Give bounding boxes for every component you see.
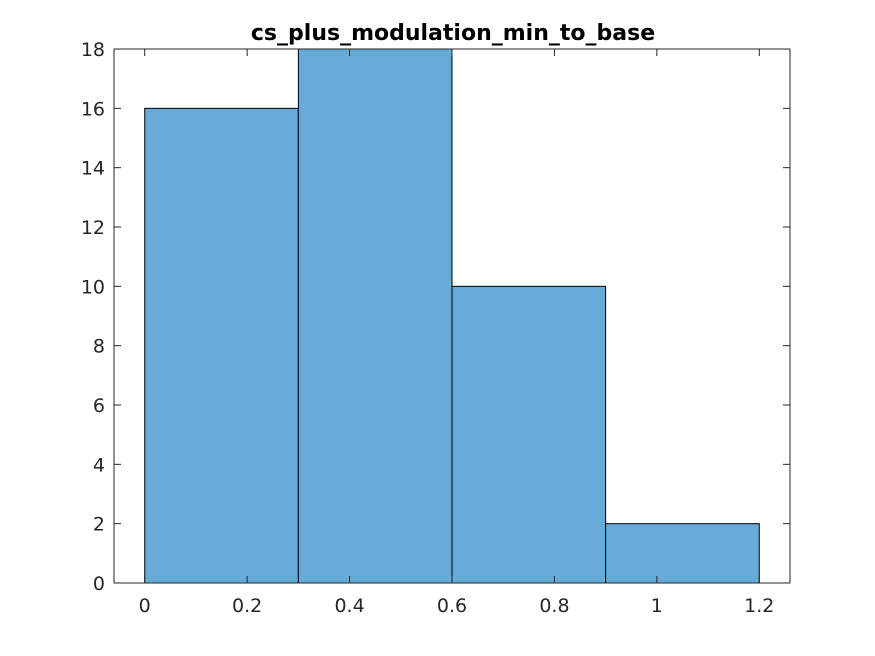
- y-tick-label-8: 16: [81, 98, 105, 120]
- y-tick-label-3: 6: [93, 395, 105, 417]
- bars-group: [144, 48, 760, 584]
- y-tick-label-1: 2: [93, 514, 105, 536]
- axes-group: 0 0.2 0.4 0.6 0.8 1 1.2 0 2 4 6 8 10 12 14 16 18: [81, 39, 791, 617]
- x-tick-label-1: 0.2: [232, 595, 262, 617]
- x-tick-label-3: 0.6: [437, 595, 467, 617]
- y-tick-label-5: 10: [81, 276, 105, 298]
- y-tick-label-7: 14: [81, 158, 105, 180]
- y-tick-label-6: 12: [81, 217, 105, 239]
- x-tick-label-4: 0.8: [539, 595, 569, 617]
- histogram-bar-1: [297, 48, 453, 584]
- histogram-bar-2: [451, 285, 607, 584]
- y-tick-label-0: 0: [93, 573, 105, 595]
- x-tick-label-2: 0.4: [334, 595, 364, 617]
- histogram-bar-0: [144, 107, 299, 584]
- histogram-bar-3: [605, 523, 760, 584]
- y-tick-label-2: 4: [93, 454, 105, 476]
- x-tick-label-6: 1.2: [744, 595, 774, 617]
- x-tick-label-0: 0: [139, 595, 151, 617]
- chart-title: cs_plus_modulation_min_to_base: [251, 21, 655, 46]
- y-tick-label-4: 8: [93, 336, 105, 358]
- x-tick-label-5: 1: [651, 595, 663, 617]
- y-tick-label-9: 18: [81, 39, 105, 61]
